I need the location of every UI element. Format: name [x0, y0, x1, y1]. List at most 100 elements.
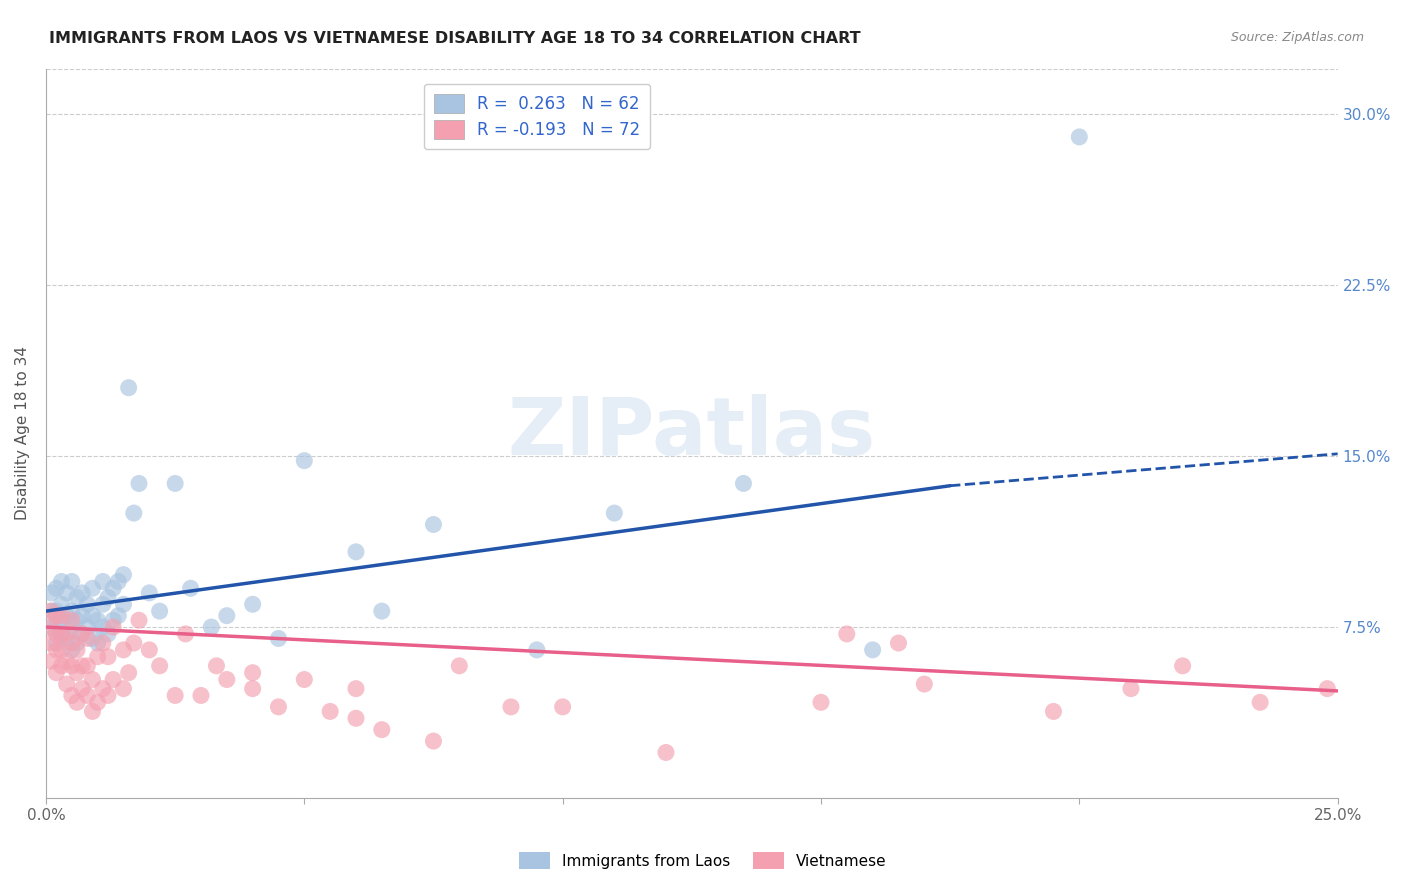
Point	[86, 649, 108, 664]
Point	[82, 705, 104, 719]
Point	[55, 654, 77, 668]
Point	[149, 658, 172, 673]
Point	[66, 591, 89, 605]
Point	[292, 673, 315, 687]
Point	[655, 746, 678, 760]
Point	[86, 613, 108, 627]
Point	[292, 453, 315, 467]
Point	[138, 586, 160, 600]
Point	[91, 574, 114, 589]
Point	[138, 643, 160, 657]
Point	[733, 476, 755, 491]
Point	[371, 723, 394, 737]
Point	[45, 643, 67, 657]
Point	[76, 689, 98, 703]
Point	[174, 627, 197, 641]
Point	[76, 658, 98, 673]
Legend: R =  0.263   N = 62, R = -0.193   N = 72: R = 0.263 N = 62, R = -0.193 N = 72	[423, 84, 650, 149]
Point	[449, 658, 471, 673]
Point	[82, 582, 104, 596]
Point	[112, 643, 135, 657]
Point	[1042, 705, 1064, 719]
Point	[835, 627, 858, 641]
Point	[267, 699, 290, 714]
Point	[101, 620, 124, 634]
Text: IMMIGRANTS FROM LAOS VS VIETNAMESE DISABILITY AGE 18 TO 34 CORRELATION CHART: IMMIGRANTS FROM LAOS VS VIETNAMESE DISAB…	[49, 31, 860, 46]
Point	[267, 632, 290, 646]
Point	[60, 620, 83, 634]
Point	[319, 705, 342, 719]
Point	[200, 620, 222, 634]
Point	[66, 636, 89, 650]
Point	[86, 695, 108, 709]
Point	[51, 658, 73, 673]
Point	[112, 681, 135, 696]
Point	[51, 613, 73, 627]
Point	[60, 604, 83, 618]
Point	[82, 673, 104, 687]
Point	[60, 636, 83, 650]
Point	[45, 604, 67, 618]
Point	[422, 734, 444, 748]
Point	[1069, 129, 1091, 144]
Point	[1119, 681, 1142, 696]
Text: Source: ZipAtlas.com: Source: ZipAtlas.com	[1230, 31, 1364, 45]
Point	[242, 597, 264, 611]
Point	[51, 597, 73, 611]
Point	[97, 627, 120, 641]
Point	[91, 681, 114, 696]
Point	[344, 681, 367, 696]
Point	[70, 658, 93, 673]
Point	[242, 681, 264, 696]
Point	[45, 620, 67, 634]
Point	[60, 613, 83, 627]
Point	[51, 627, 73, 641]
Point	[66, 643, 89, 657]
Point	[39, 604, 62, 618]
Point	[101, 673, 124, 687]
Point	[165, 689, 187, 703]
Point	[1171, 658, 1194, 673]
Point	[912, 677, 935, 691]
Point	[39, 586, 62, 600]
Point	[45, 582, 67, 596]
Point	[82, 608, 104, 623]
Point	[551, 699, 574, 714]
Point	[82, 632, 104, 646]
Y-axis label: Disability Age 18 to 34: Disability Age 18 to 34	[15, 346, 30, 520]
Point	[86, 636, 108, 650]
Point	[499, 699, 522, 714]
Point	[60, 574, 83, 589]
Point	[149, 604, 172, 618]
Point	[91, 620, 114, 634]
Point	[122, 506, 145, 520]
Point	[55, 586, 77, 600]
Point	[39, 636, 62, 650]
Point	[344, 711, 367, 725]
Point	[117, 665, 139, 680]
Point	[55, 627, 77, 641]
Point	[128, 476, 150, 491]
Point	[215, 673, 238, 687]
Point	[60, 689, 83, 703]
Point	[76, 632, 98, 646]
Point	[45, 608, 67, 623]
Point	[1249, 695, 1271, 709]
Point	[76, 620, 98, 634]
Point	[91, 636, 114, 650]
Point	[39, 654, 62, 668]
Point	[55, 677, 77, 691]
Point	[107, 608, 129, 623]
Point	[45, 636, 67, 650]
Point	[112, 567, 135, 582]
Point	[215, 608, 238, 623]
Point	[122, 636, 145, 650]
Point	[66, 665, 89, 680]
Point	[91, 597, 114, 611]
Point	[97, 591, 120, 605]
Point	[45, 627, 67, 641]
Point	[887, 636, 910, 650]
Point	[51, 627, 73, 641]
Point	[39, 620, 62, 634]
Point	[242, 665, 264, 680]
